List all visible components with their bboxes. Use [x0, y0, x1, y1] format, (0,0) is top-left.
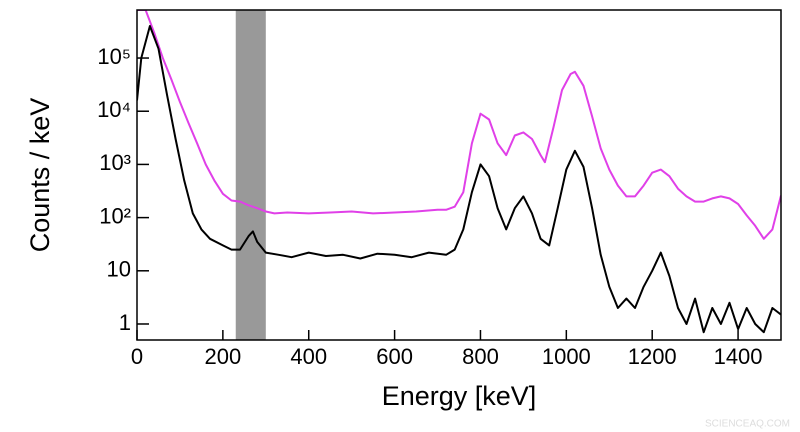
shaded-band: [235, 10, 266, 340]
data-line: [137, 10, 781, 240]
x-tick-label: 1000: [542, 344, 591, 369]
x-tick-label: 400: [290, 344, 327, 369]
y-tick-label: 10: [107, 257, 131, 282]
y-axis-title: Counts / keV: [25, 98, 55, 253]
x-tick-label: 1400: [714, 344, 763, 369]
series: [137, 10, 781, 240]
plot-frame: [136, 9, 782, 341]
y-tick-label: 10³: [99, 150, 131, 175]
x-tick-label: 600: [376, 344, 413, 369]
x-tick-label: 0: [131, 344, 143, 369]
data-line: [137, 25, 781, 334]
x-tick-label: 200: [205, 344, 242, 369]
x-tick-label: 800: [462, 344, 499, 369]
series: [137, 25, 781, 334]
y-tick-label: 1: [119, 310, 131, 335]
x-tick-label: 1200: [628, 344, 677, 369]
watermark: SCIENCEAQ.COM: [705, 419, 790, 430]
y-tick-label: 10²: [99, 203, 131, 228]
y-tick-label: 10⁵: [97, 44, 131, 69]
x-axis-title: Energy [keV]: [382, 381, 537, 411]
y-tick-label: 10⁴: [97, 97, 131, 122]
